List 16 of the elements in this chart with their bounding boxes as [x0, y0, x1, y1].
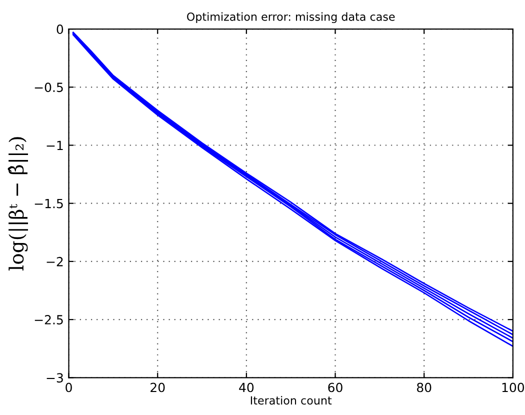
- y-axis-title: log(||βᵗ − β̂||₂): [8, 137, 28, 271]
- x-tick-label: 20: [150, 382, 165, 392]
- x-tick-label: 100: [502, 382, 524, 392]
- chart-title: Optimization error: missing data case: [187, 12, 395, 24]
- y-tick-label: −2: [46, 256, 63, 266]
- y-tick-label: −3: [46, 373, 63, 383]
- x-tick-label: 0: [66, 382, 72, 392]
- y-tick-label: −0.5: [34, 82, 63, 92]
- y-tick-label: −1: [46, 140, 63, 150]
- x-tick-label: 40: [239, 382, 254, 392]
- y-tick-label: −1.5: [34, 198, 63, 208]
- x-axis-title: Iteration count: [250, 396, 332, 405]
- x-tick-label: 60: [328, 382, 342, 392]
- y-tick-label: 0: [56, 24, 64, 34]
- y-tick-label: −2.5: [34, 315, 63, 324]
- x-tick-label: 80: [416, 382, 432, 392]
